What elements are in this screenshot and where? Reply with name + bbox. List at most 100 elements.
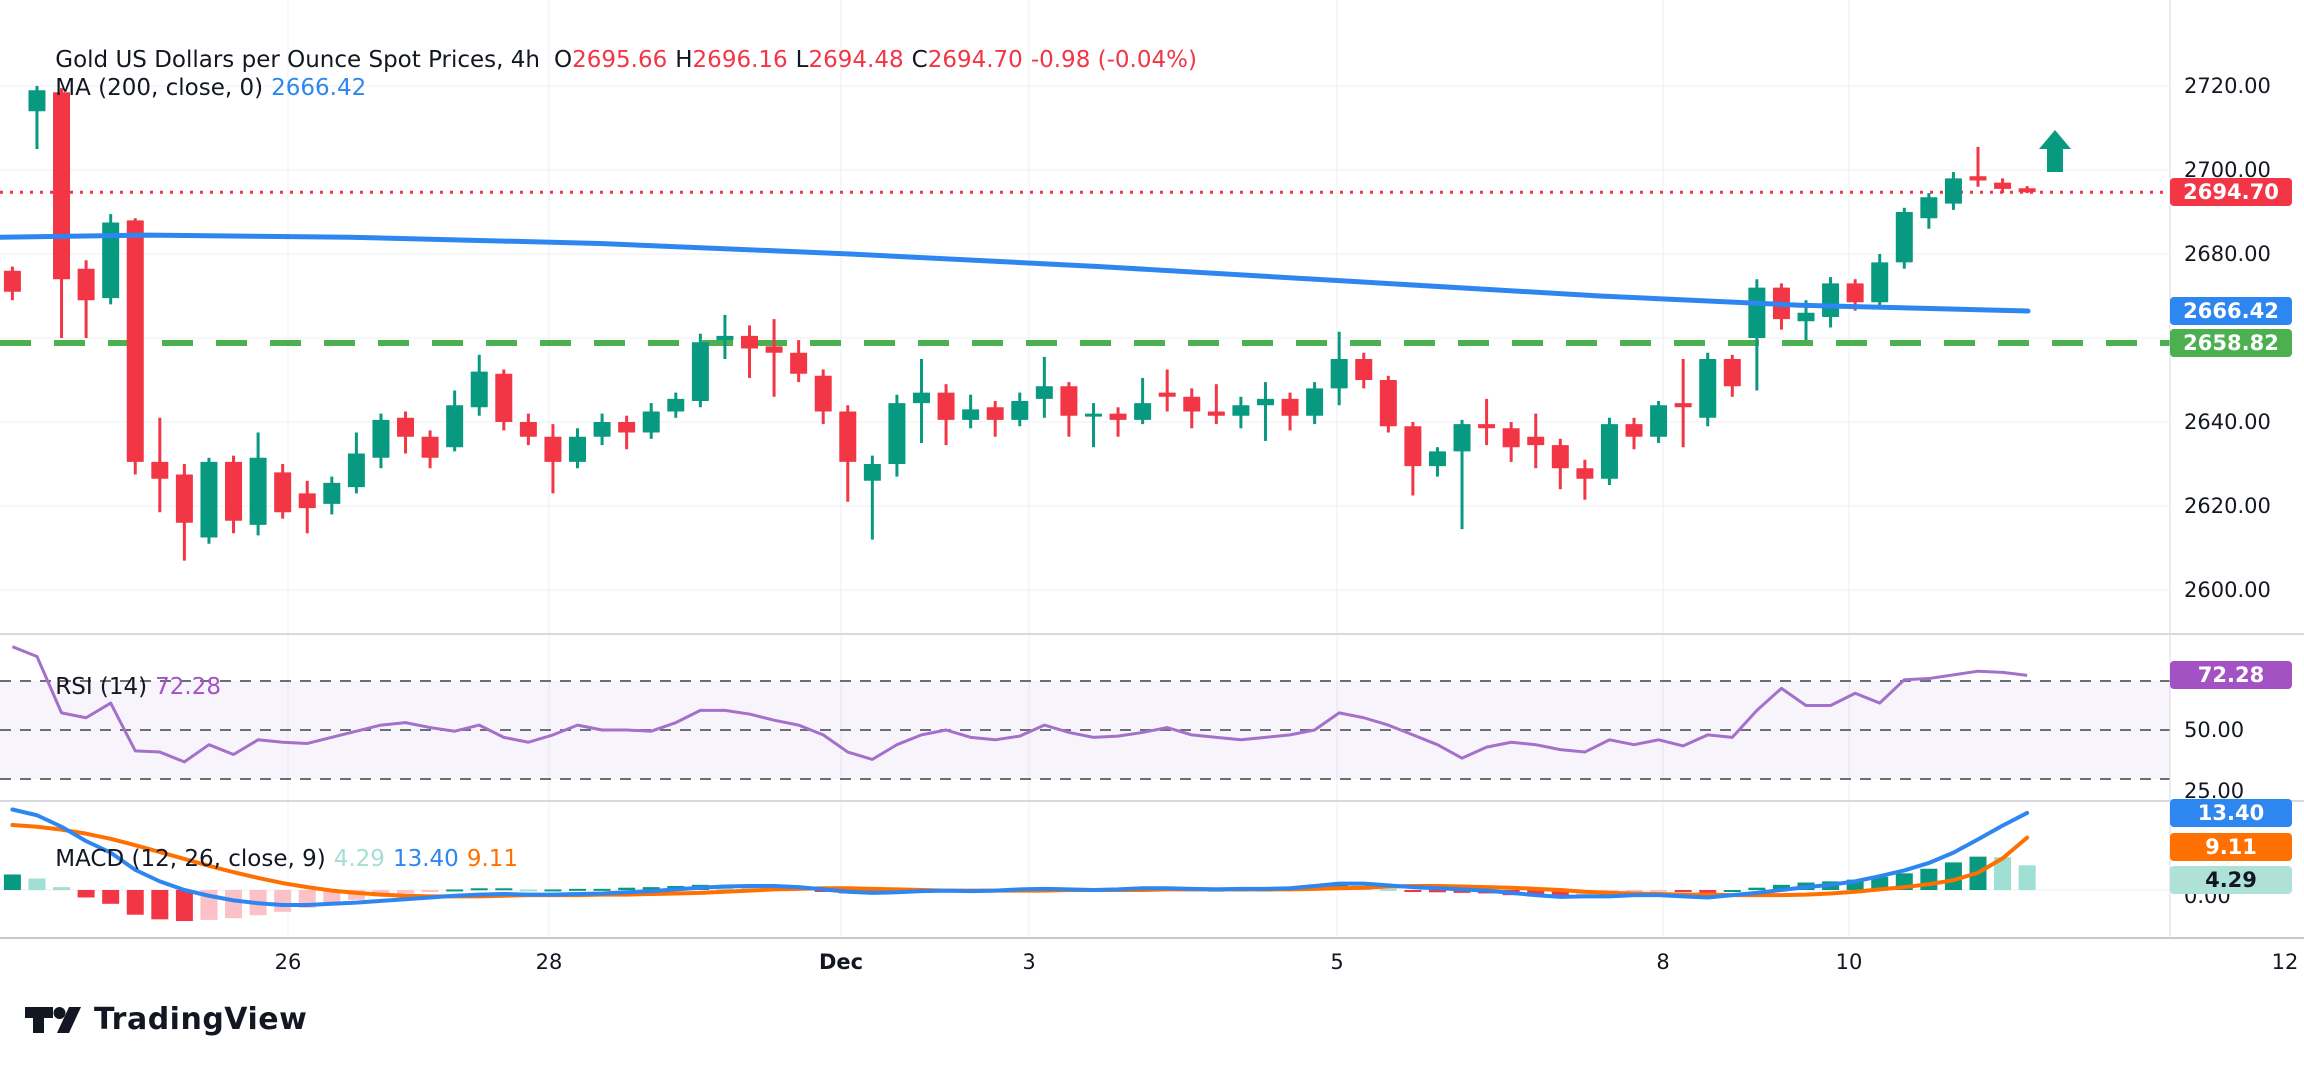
candle (1011, 401, 1029, 420)
candle (446, 405, 464, 448)
candle (986, 407, 1004, 420)
candle (1600, 424, 1618, 479)
candle (765, 346, 783, 353)
candle (1256, 398, 1274, 406)
axis-price-label: 2680.00 (2184, 242, 2271, 266)
time-axis-label: 28 (535, 950, 563, 974)
rsi-label: RSI (14) (55, 674, 148, 700)
candle (1060, 386, 1078, 416)
symbol-title: Gold US Dollars per Ounce Spot Prices, 4… (55, 47, 541, 73)
candle (1994, 182, 2012, 189)
rsi-value: 72.28 (155, 674, 221, 700)
axis-price-label: 2620.00 (2184, 494, 2271, 518)
time-axis-label: 5 (1330, 950, 1344, 974)
candle (151, 461, 169, 479)
macd-line-value: 13.40 (392, 846, 459, 872)
candle (667, 398, 685, 412)
candle (1453, 424, 1471, 452)
candle (1895, 212, 1913, 263)
candle (470, 371, 488, 408)
candle (937, 392, 955, 420)
candle (863, 464, 881, 481)
ohlc-open: O2695.66 (554, 47, 668, 73)
candle (298, 493, 316, 509)
candle (102, 222, 120, 299)
candle (1109, 413, 1127, 420)
ma-legend[interactable]: MA (200, close, 0) 2666.42 (26, 49, 366, 127)
up-arrow-marker (2039, 130, 2071, 172)
candle (569, 436, 587, 462)
candle (790, 352, 808, 374)
candle (1478, 424, 1496, 429)
axis-price-label: 2720.00 (2184, 74, 2271, 98)
candle (888, 403, 906, 464)
macd-legend[interactable]: MACD (12, 26, close, 9) 4.29 13.40 9.11 (26, 820, 518, 898)
price-badge: 2658.82 (2170, 329, 2292, 357)
candle (519, 422, 537, 437)
price-change: -0.98 (-0.04%) (1030, 47, 1197, 73)
candle (347, 453, 365, 488)
time-axis-label: 10 (1835, 950, 1863, 974)
candle (839, 411, 857, 462)
candle (1699, 359, 1717, 418)
candle (691, 342, 709, 401)
candle (1944, 178, 1962, 204)
candle (1920, 197, 1938, 219)
candle (1625, 424, 1643, 437)
candle (1428, 451, 1446, 467)
candle (1330, 359, 1348, 389)
time-axis-label: 12 (2271, 950, 2299, 974)
candle (962, 409, 980, 420)
ma-value: 2666.42 (271, 75, 367, 101)
price-badge: 9.11 (2170, 833, 2292, 861)
ohlc-close: C2694.70 (911, 47, 1023, 73)
axis-price-label: 2600.00 (2184, 578, 2271, 602)
candle (1969, 176, 1987, 181)
ohlc-low: L2694.48 (795, 47, 904, 73)
price-badge: 13.40 (2170, 799, 2292, 827)
candle (3, 270, 21, 292)
candle (1379, 380, 1397, 427)
candle (741, 335, 758, 349)
candle (1035, 386, 1053, 399)
macd-hist-value: 4.29 (333, 846, 385, 872)
candle (1502, 428, 1520, 448)
candle (274, 472, 292, 513)
candlestick-chart-canvas[interactable] (0, 0, 2304, 985)
ohlc-high: H2696.16 (675, 47, 788, 73)
symbol-legend[interactable]: Gold US Dollars per Ounce Spot Prices, 4… (26, 21, 1197, 99)
tradingview-logo[interactable]: TradingView (24, 1002, 307, 1037)
axis-price-label: 2640.00 (2184, 410, 2271, 434)
candle (1404, 426, 1422, 467)
candle (716, 335, 734, 341)
candle (77, 268, 95, 301)
tradingview-logo-text: TradingView (94, 1002, 308, 1037)
candle (1723, 359, 1741, 387)
candle (1134, 403, 1152, 420)
macd-signal-value: 9.11 (466, 846, 519, 872)
candle (1306, 388, 1324, 416)
rsi-legend[interactable]: RSI (14) 72.28 (26, 648, 221, 726)
candle (1551, 445, 1569, 469)
time-axis-label: 26 (274, 950, 302, 974)
candle (175, 474, 193, 523)
candle (126, 220, 144, 462)
candle (1650, 405, 1668, 437)
price-badge: 2666.42 (2170, 297, 2292, 325)
candle (1822, 283, 1840, 317)
macd-label: MACD (12, 26, close, 9) (55, 846, 326, 872)
ma-label: MA (200, close, 0) (55, 75, 264, 101)
candle (1207, 411, 1225, 416)
candle (2018, 188, 2036, 193)
tradingview-logo-icon (25, 1006, 81, 1033)
candle (1748, 287, 1766, 338)
candle (1158, 392, 1176, 397)
candle (618, 422, 636, 433)
candle (1281, 398, 1299, 416)
price-badge: 4.29 (2170, 866, 2292, 894)
candle (593, 422, 611, 437)
candle (1576, 468, 1594, 479)
candle (421, 436, 439, 458)
candle (912, 392, 930, 404)
